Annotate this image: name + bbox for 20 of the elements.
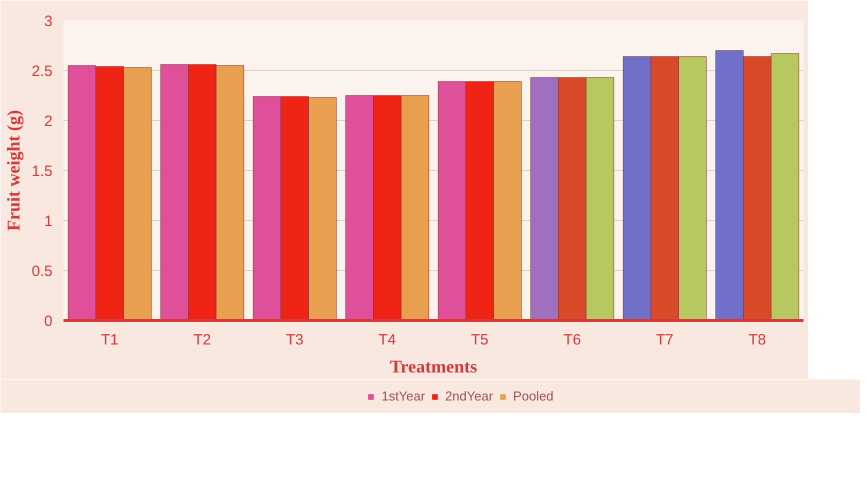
y-tick-label: 1	[44, 213, 52, 230]
y-tick-label: 3	[44, 13, 52, 30]
y-tick-label: 0.5	[32, 263, 53, 280]
y-tick-label: 1.5	[32, 163, 53, 180]
x-tick-label: T2	[194, 332, 212, 348]
x-tick-label: T3	[286, 332, 304, 348]
x-tick-label: T6	[564, 332, 582, 348]
y-tick-label: 2	[44, 113, 52, 130]
x-tick-label: T8	[748, 332, 766, 348]
y-tick-label: 2.5	[32, 63, 53, 80]
y-axis-title: Fruit weight (g)	[4, 110, 24, 231]
x-tick-label: T5	[471, 332, 489, 348]
legend-label: 1stYear	[381, 388, 426, 404]
x-axis-title: Treatments	[390, 356, 478, 376]
legend-label: 2ndYear	[445, 388, 494, 404]
x-tick-label: T4	[378, 332, 396, 348]
x-tick-label: T7	[656, 332, 674, 348]
x-tick-label: T1	[101, 332, 119, 348]
legend-label: Pooled	[513, 388, 554, 404]
y-tick-label: 0	[44, 313, 52, 330]
